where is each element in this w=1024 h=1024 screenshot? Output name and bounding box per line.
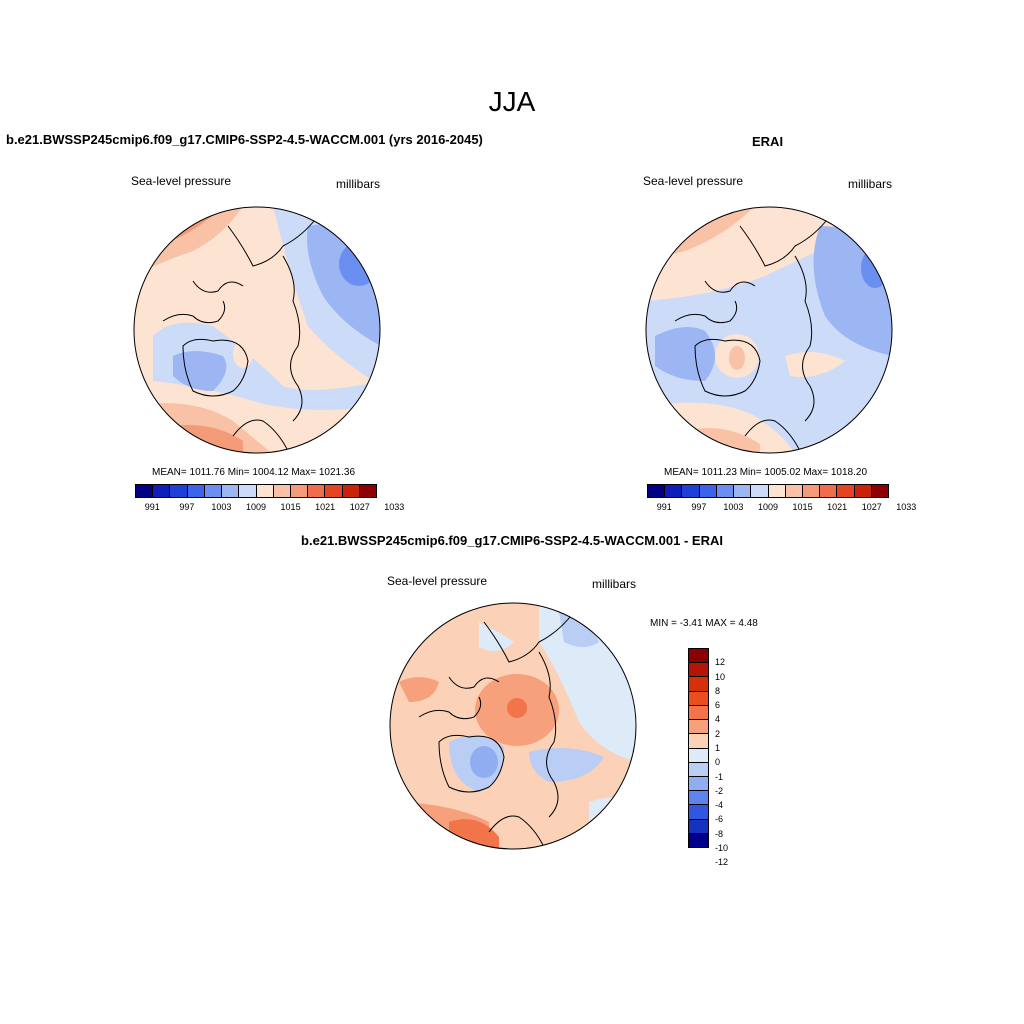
model-panel-title: b.e21.BWSSP245cmip6.f09_g17.CMIP6-SSP2-4… [6, 132, 483, 147]
colorbar-swatch [325, 485, 343, 497]
obs-panel-title: ERAI [752, 134, 784, 149]
colorbar-tick-label: -4 [715, 800, 724, 811]
colorbar-tick-label: 1027 [861, 502, 882, 512]
colorbar-swatch [802, 485, 821, 497]
colorbar-tick-label: 8 [715, 685, 721, 696]
colorbar-tick-label: 1021 [315, 502, 336, 512]
colorbar-swatch [273, 485, 291, 497]
colorbar-tick-label: 1021 [827, 502, 848, 512]
obs-stats: MEAN= 1011.23 Min= 1005.02 Max= 1018.20 [664, 467, 868, 478]
colorbar-swatch [204, 485, 223, 497]
colorbar-tick-label: 1015 [280, 502, 301, 512]
diff-var-label: Sea-level pressure [387, 574, 488, 588]
colorbar-swatch [308, 485, 326, 497]
colorbar-swatch [689, 805, 708, 820]
model-polar-map [133, 206, 381, 454]
colorbar-swatch [222, 485, 240, 497]
colorbar-swatch [689, 720, 708, 735]
colorbar-tick-label: 1033 [384, 502, 405, 512]
colorbar-tick-label: 997 [691, 502, 707, 512]
colorbar-tick-label: 1009 [757, 502, 779, 512]
colorbar-swatch [239, 485, 257, 497]
colorbar-tick-label: -2 [715, 785, 724, 796]
season-title: JJA [488, 86, 536, 117]
colorbar-tick-label: 1 [715, 743, 721, 753]
colorbar-tick-label: -8 [715, 828, 724, 839]
colorbar-swatch [689, 748, 708, 763]
diff-polar-map [389, 602, 637, 850]
colorbar-swatch [689, 833, 708, 848]
colorbar-tick-label: 991 [656, 502, 672, 512]
colorbar-tick-label: -6 [715, 814, 724, 825]
colorbar-tick-label: 1009 [245, 502, 267, 512]
colorbar-tick-label: 10 [715, 671, 726, 682]
colorbar-swatch [665, 485, 683, 497]
colorbar-swatch [689, 776, 708, 792]
colorbar-swatch [785, 485, 803, 497]
colorbar-swatch [854, 485, 872, 497]
colorbar-swatch [648, 485, 666, 497]
diff-panel-title: b.e21.BWSSP245cmip6.f09_g17.CMIP6-SSP2-4… [301, 533, 723, 548]
model-units-label: millibars [336, 177, 381, 191]
obs-polar-map [645, 206, 893, 454]
colorbar-tick-label: -12 [715, 857, 729, 868]
colorbar-swatch [871, 485, 889, 497]
colorbar-swatch [716, 485, 735, 497]
colorbar-swatch [689, 762, 708, 777]
colorbar-swatch [689, 691, 708, 706]
colorbar-swatch [689, 734, 708, 749]
diff-colorbar [688, 648, 709, 848]
colorbar-swatch [751, 485, 769, 497]
colorbar-swatch [342, 485, 360, 497]
model-var-label: Sea-level pressure [131, 174, 232, 188]
colorbar-swatch [170, 485, 188, 497]
colorbar-tick-label: 6 [715, 700, 721, 711]
colorbar-swatch [689, 791, 708, 806]
colorbar-swatch [256, 485, 274, 497]
colorbar-swatch [290, 485, 309, 497]
model-colorbar [135, 484, 377, 498]
colorbar-tick-label: 1027 [349, 502, 370, 512]
obs-colorbar [647, 484, 889, 498]
obs-var-label: Sea-level pressure [643, 174, 744, 188]
colorbar-swatch [734, 485, 752, 497]
colorbar-swatch [768, 485, 786, 497]
diff-units-label: millibars [592, 577, 637, 591]
colorbar-swatch [359, 485, 377, 497]
colorbar-swatch [153, 485, 171, 497]
colorbar-tick-label: 12 [715, 657, 726, 668]
model-stats: MEAN= 1011.76 Min= 1004.12 Max= 1021.36 [152, 467, 356, 478]
colorbar-tick-label: 1033 [896, 502, 917, 512]
diff-stats: MIN = -3.41 MAX = 4.48 [650, 618, 758, 629]
colorbar-tick-label: 0 [715, 757, 721, 768]
colorbar-swatch [689, 649, 708, 664]
colorbar-swatch [689, 677, 708, 692]
colorbar-swatch [699, 485, 717, 497]
colorbar-tick-label: 1003 [211, 502, 232, 512]
colorbar-swatch [820, 485, 838, 497]
colorbar-tick-label: -1 [715, 771, 724, 782]
colorbar-swatch [187, 485, 205, 497]
colorbar-swatch [837, 485, 855, 497]
colorbar-tick-label: 991 [144, 502, 160, 512]
colorbar-tick-label: 1003 [723, 502, 744, 512]
colorbar-swatch [689, 663, 708, 678]
colorbar-tick-label: 997 [179, 502, 195, 512]
colorbar-swatch [689, 819, 708, 834]
colorbar-swatch [136, 485, 154, 497]
colorbar-tick-label: 1015 [792, 502, 813, 512]
colorbar-swatch [682, 485, 700, 497]
colorbar-tick-label: 2 [715, 728, 721, 739]
colorbar-tick-label: -10 [715, 843, 729, 853]
obs-units-label: millibars [848, 177, 893, 191]
colorbar-tick-label: 4 [715, 714, 721, 725]
colorbar-swatch [689, 705, 708, 721]
